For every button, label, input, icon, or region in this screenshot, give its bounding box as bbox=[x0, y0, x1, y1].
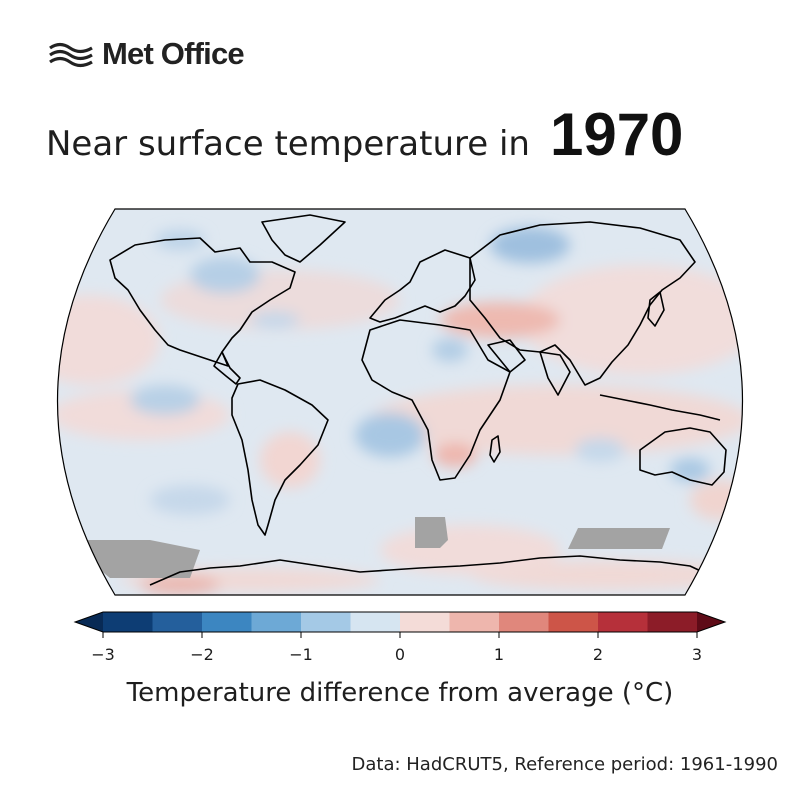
colorbar-svg: −3 −2 −1 0 1 2 3 bbox=[73, 611, 727, 664]
brand-name: Met Office bbox=[102, 36, 245, 71]
colorbar-segment bbox=[152, 612, 203, 632]
data-source: Data: HadCRUT5, Reference period: 1961-1… bbox=[351, 754, 779, 775]
colorbar-tick-label: −1 bbox=[289, 645, 313, 664]
colorbar-segment bbox=[301, 612, 351, 632]
colorbar-label: Temperature difference from average (°C) bbox=[126, 678, 674, 708]
colorbar-segment bbox=[647, 612, 698, 632]
met-office-waves-icon bbox=[49, 42, 93, 68]
colorbar: −3 −2 −1 0 1 2 3 bbox=[0, 600, 800, 680]
colorbar-segment bbox=[400, 612, 450, 632]
map-svg bbox=[57, 208, 743, 596]
page-title: Near surface temperature in 1970 bbox=[46, 100, 683, 169]
temperature-anomaly-map bbox=[0, 195, 800, 620]
title-prefix: Near surface temperature in bbox=[46, 124, 530, 164]
antarctica-outline bbox=[149, 555, 721, 586]
africa-outline bbox=[361, 319, 511, 481]
colorbar-tick-label: 3 bbox=[692, 645, 702, 664]
colorbar-segment bbox=[350, 612, 401, 632]
colorbar-tick-label: 0 bbox=[395, 645, 405, 664]
arabia-outline bbox=[487, 339, 526, 373]
colorbar-extend-low bbox=[75, 612, 103, 632]
missing-data-region bbox=[568, 528, 670, 549]
colorbar-extend-high bbox=[697, 612, 725, 632]
colorbar-segment bbox=[251, 612, 302, 632]
central-america-outline bbox=[213, 351, 241, 385]
south-america-outline bbox=[231, 379, 329, 536]
met-office-logo: Met Office bbox=[48, 36, 245, 72]
coastlines bbox=[109, 214, 743, 586]
greenland-outline bbox=[261, 214, 346, 263]
colorbar-tick-label: −3 bbox=[91, 645, 115, 664]
map-frame bbox=[57, 208, 743, 596]
colorbar-tick-label: 2 bbox=[593, 645, 603, 664]
indonesia-outline bbox=[599, 394, 721, 421]
asia-outline bbox=[469, 221, 696, 386]
colorbar-segment bbox=[449, 612, 500, 632]
colorbar-tick-label: 1 bbox=[494, 645, 504, 664]
colorbar-segment bbox=[202, 612, 252, 632]
india-outline bbox=[539, 351, 571, 396]
colorbar-segment bbox=[598, 612, 648, 632]
missing-data-region bbox=[415, 517, 448, 548]
australia-outline bbox=[639, 427, 727, 486]
title-year: 1970 bbox=[549, 101, 684, 168]
north-america-outline bbox=[109, 237, 296, 367]
colorbar-segment bbox=[103, 612, 153, 632]
colorbar-tick-label: −2 bbox=[190, 645, 214, 664]
missing-data-region bbox=[88, 540, 200, 578]
japan-outline bbox=[647, 291, 665, 327]
anomaly-field bbox=[57, 209, 743, 595]
madagascar-outline bbox=[489, 435, 501, 463]
colorbar-segment bbox=[499, 612, 549, 632]
colorbar-segment bbox=[548, 612, 599, 632]
